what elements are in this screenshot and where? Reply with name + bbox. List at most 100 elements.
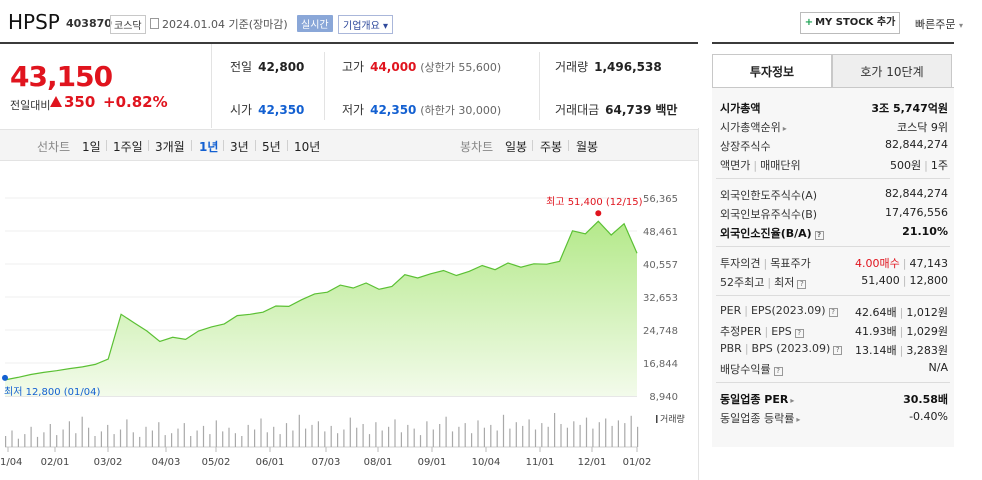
tab-period-10y[interactable]: 10년 [294,140,321,154]
opinion-rating: 4.00매수 [855,257,900,270]
company-info-label: 기업개요 [343,21,380,32]
volume-bar [598,422,600,447]
volume-bar [337,433,339,447]
volume-bar [11,430,13,447]
volume-bar [324,431,326,447]
volume-bar [579,424,581,447]
price-chart[interactable]: 56,365 48,461 40,557 32,653 24,748 16,844 8,94… [0,175,698,480]
chart-tabs: 선차트 1일 1주일 3개월 1년 3년 5년 10년 봉차트 일봉 주봉 월봉 [0,129,698,161]
market-cap-rank-row[interactable]: 시가총액순위 ▸ 코스닥 9위 [720,117,948,135]
volume-bar [36,436,39,447]
volume-bar [413,428,415,447]
prev-label: 전일 [230,60,253,74]
volume-bar [375,422,377,447]
low-value: 42,350 [370,103,417,117]
week52-low: 12,800 [909,274,949,287]
my-stock-add-button[interactable]: + MY STOCK 추가 [800,12,900,34]
tab-period-3y[interactable]: 3년 [230,140,249,154]
tab-investment-info[interactable]: 투자정보 [712,54,832,88]
base-date: 2024.01.04 기준(장마감) [150,16,288,32]
pipe-separator: | [899,344,904,357]
tab-candle-day[interactable]: 일봉 [505,140,528,154]
volume-bar [285,423,288,447]
volume-bar [75,433,77,447]
x-axis: 01/04 02/01 03/02 04/03 05/02 06/01 07/03 08/01… [0,447,651,468]
volume-bar [279,434,281,447]
volume-bar [209,434,211,447]
chevron-down-icon: ▾ [383,21,389,32]
price-line [4,220,638,381]
tab-period-1y[interactable]: 1년 [199,140,219,154]
volume-bar [451,431,454,447]
help-icon[interactable]: ? [773,367,783,376]
sector-per-row[interactable]: 동일업종 PER ▸ 30.58배 [720,389,948,407]
tab-candle-month[interactable]: 월봉 [576,140,599,154]
panel-divider [716,178,950,179]
change-label: 전일대비 [10,99,51,112]
tab-period-5y[interactable]: 5년 [262,140,281,154]
tab-separator [148,140,149,151]
face-unit-row: 액면가 | 매매단위 500원 | 1주 [720,155,948,173]
pipe-separator: | [744,304,748,317]
realtime-button[interactable]: 실시간 [297,15,333,32]
volume-bar [202,425,205,447]
tab-period-3m[interactable]: 3개월 [155,140,185,154]
volume-bar [362,424,364,447]
volume-bar [445,416,447,447]
volume-bar [183,423,185,447]
volume-bar [356,427,358,447]
tab-period-1w[interactable]: 1주일 [113,140,143,154]
face-unit-label: 액면가 | 매매단위 [720,157,801,173]
volume-bar [381,430,383,447]
volume-bar [228,427,230,447]
help-icon[interactable]: ? [833,346,843,355]
volume-bar [317,421,319,447]
open-price: 시가 42,350 [230,101,304,118]
volume-bar [330,425,332,447]
volume-bar [534,429,537,447]
sector-per-label: 동일업종 PER ▸ [720,391,794,407]
volume-bar [292,430,294,447]
volume-bar [100,431,102,447]
sector-change-row[interactable]: 동일업종 등락률 ▸ -0.40% [720,408,948,426]
tab-separator [191,140,192,151]
x-tick-label: 11/01 [526,457,555,468]
dividend-value: N/A [928,361,948,374]
pipe-separator: | [767,276,772,289]
foreign-ratio-row: 외국인소진율(B/A)? 21.10% [720,223,948,241]
volume-bar [196,430,198,447]
volume-bar [515,422,517,447]
max-point-label: 최고 51,400 (12/15) [546,196,642,208]
tab-candle-week[interactable]: 주봉 [540,140,563,154]
stats-divider [539,52,540,120]
chart-right-border [698,128,699,480]
help-icon[interactable]: ? [814,231,824,240]
tab-candle-chart[interactable]: 봉차트 [460,140,494,154]
volume-bar [394,419,396,447]
help-icon[interactable]: ? [797,280,807,289]
stock-code: 403870 [66,17,112,30]
tab-line-chart[interactable]: 선차트 [37,140,71,154]
y-tick-label: 8,940 [649,392,678,403]
tab-period-1d[interactable]: 1일 [82,140,101,154]
help-icon[interactable]: ? [794,329,804,338]
week52-low-label: 최저 [774,276,795,289]
volume-bar [266,432,268,447]
company-info-dropdown[interactable]: 기업개요 ▾ [338,15,394,34]
fast-order-dropdown[interactable]: 빠른주문 ▾ [915,16,963,32]
volume-bar [94,436,96,447]
tab-quote-10[interactable]: 호가 10단계 [832,54,952,88]
volume-bar [541,423,543,447]
x-tick-label: 06/01 [256,457,285,468]
target-price: 47,143 [909,257,949,270]
volume-bar [528,419,530,447]
stock-name: HPSP [8,10,60,34]
market-cap-label: 시가총액 [720,102,761,115]
high-value: 44,000 [370,60,417,74]
panel-divider [716,295,950,296]
week52-row: 52주최고 | 최저? 51,400 | 12,800 [720,272,948,290]
help-icon[interactable]: ? [828,308,838,317]
volume-bar [222,431,224,447]
low-price: 저가 42,350 (하한가 30,000) [342,101,501,118]
volume-bar [119,429,122,447]
